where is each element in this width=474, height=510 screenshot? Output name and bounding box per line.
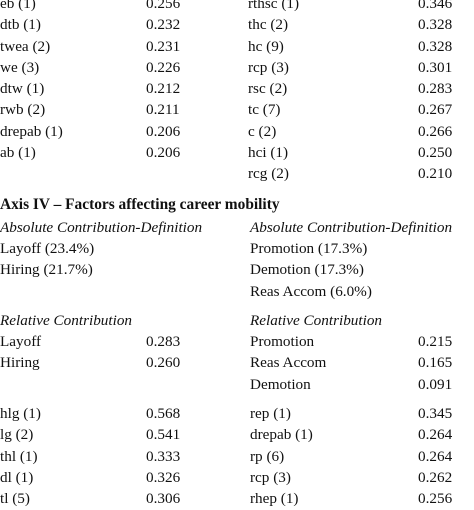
relative-contribution-heading-right: Relative Contribution: [250, 311, 383, 329]
table-row: hlg (1) 0.568 rep (1) 0.345: [0, 403, 474, 424]
right-factor-label: rp (6): [250, 447, 285, 465]
right-factor-value: 0.256: [418, 490, 453, 508]
left-factor-label: drepab (1): [0, 122, 63, 140]
table-row: dtb (1) 0.232 thc (2) 0.328: [0, 14, 474, 35]
left-factor-value: 0.333: [146, 447, 181, 465]
right-relative-value: 0.091: [418, 375, 453, 393]
table-row: rwb (2) 0.211 tc (7) 0.267: [0, 99, 474, 120]
right-factor-value: 0.250: [418, 144, 453, 162]
right-factor-value: 0.264: [418, 426, 453, 444]
axis-title: Axis IV – Factors affecting career mobil…: [0, 195, 280, 213]
left-relative-value: 0.283: [146, 333, 181, 351]
right-factor-label: rsc (2): [248, 80, 288, 98]
table-row: Layoff 0.283 Promotion 0.215: [0, 331, 474, 352]
right-factor-value: 0.267: [418, 101, 453, 119]
left-factor-value: 0.206: [146, 144, 181, 162]
table-row: Layoff (23.4%) Promotion (17.3%): [0, 238, 474, 259]
left-factor-value: 0.256: [146, 0, 181, 12]
left-factor-value: 0.568: [146, 405, 181, 423]
left-factor-label: rwb (2): [0, 101, 46, 119]
right-definition-label: Demotion (17.3%): [250, 261, 364, 279]
table-row: rcg (2) 0.210: [0, 163, 474, 184]
left-factor-value: 0.541: [146, 426, 181, 444]
table-row: ab (1) 0.206 hci (1) 0.250: [0, 142, 474, 163]
table-row: dl (1) 0.326 rcp (3) 0.262: [0, 467, 474, 488]
right-factor-value: 0.266: [418, 122, 453, 140]
left-factor-label: ab (1): [0, 144, 36, 162]
left-definition-label: Layoff (23.4%): [0, 239, 95, 257]
left-factor-value: 0.231: [146, 37, 181, 55]
table-row: dtw (1) 0.212 rsc (2) 0.283: [0, 78, 474, 99]
left-definition-label: Hiring (21.7%): [0, 261, 93, 279]
right-factor-label: rcp (3): [250, 468, 291, 486]
left-factor-value: 0.226: [146, 58, 181, 76]
right-factor-value: 0.210: [418, 165, 453, 183]
left-factor-label: we (3): [0, 58, 40, 76]
left-factor-label: tl (5): [0, 490, 30, 508]
table-row: eb (1) 0.256 rthsc (1) 0.346: [0, 0, 474, 14]
table-row: Demotion 0.091: [0, 374, 474, 395]
right-relative-label: Reas Accom: [250, 354, 327, 372]
right-factor-value: 0.264: [418, 447, 453, 465]
right-factor-value: 0.283: [418, 80, 453, 98]
left-factor-label: lg (2): [0, 426, 34, 444]
left-factor-value: 0.232: [146, 16, 181, 34]
left-factor-value: 0.326: [146, 468, 181, 486]
absolute-contribution-heading-right: Absolute Contribution-Definition: [250, 218, 453, 236]
right-factor-value: 0.328: [418, 16, 453, 34]
right-factor-label: rcp (3): [248, 58, 289, 76]
table-row: drepab (1) 0.206 c (2) 0.266: [0, 121, 474, 142]
left-factor-label: thl (1): [0, 447, 38, 465]
right-factor-label: rthsc (1): [248, 0, 300, 12]
right-factor-value: 0.262: [418, 468, 453, 486]
left-relative-label: Layoff: [0, 333, 42, 351]
right-factor-value: 0.328: [418, 37, 453, 55]
right-factor-label: drepab (1): [250, 426, 313, 444]
right-factor-label: rcg (2): [248, 165, 289, 183]
left-factor-label: twea (2): [0, 37, 51, 55]
table-row: we (3) 0.226 rcp (3) 0.301: [0, 57, 474, 78]
left-relative-label: Hiring: [0, 354, 40, 372]
right-relative-label: Promotion: [250, 333, 315, 351]
section-heading-row: Absolute Contribution-Definition Absolut…: [0, 217, 474, 238]
right-factor-label: c (2): [248, 122, 277, 140]
left-factor-label: dl (1): [0, 468, 34, 486]
left-factor-value: 0.211: [146, 101, 180, 119]
table-row: tl (5) 0.306 rhep (1) 0.256: [0, 488, 474, 509]
left-factor-label: hlg (1): [0, 405, 41, 423]
table-row: twea (2) 0.231 hc (9) 0.328: [0, 36, 474, 57]
right-factor-label: thc (2): [248, 16, 289, 34]
left-factor-label: eb (1): [0, 0, 36, 12]
table-row: Hiring (21.7%) Demotion (17.3%): [0, 259, 474, 280]
right-factor-label: hc (9): [248, 37, 284, 55]
right-definition-label: Promotion (17.3%): [250, 239, 368, 257]
table-row: Hiring 0.260 Reas Accom 0.165: [0, 352, 474, 373]
left-relative-value: 0.260: [146, 354, 181, 372]
right-definition-label: Reas Accom (6.0%): [250, 282, 372, 300]
right-relative-value: 0.165: [418, 354, 453, 372]
right-factor-value: 0.301: [418, 58, 453, 76]
relative-contribution-heading-left: Relative Contribution: [0, 311, 133, 329]
right-relative-value: 0.215: [418, 333, 453, 351]
table-row: Reas Accom (6.0%): [0, 281, 474, 302]
right-factor-label: rep (1): [250, 405, 291, 423]
left-factor-value: 0.306: [146, 490, 181, 508]
right-relative-label: Demotion: [250, 375, 311, 393]
left-factor-value: 0.212: [146, 80, 181, 98]
absolute-contribution-heading-left: Absolute Contribution-Definition: [0, 218, 203, 236]
section-heading-row: Relative Contribution Relative Contribut…: [0, 310, 474, 331]
table-row: lg (2) 0.541 drepab (1) 0.264: [0, 424, 474, 445]
left-factor-value: 0.206: [146, 122, 181, 140]
right-factor-value: 0.346: [418, 0, 453, 12]
right-factor-value: 0.345: [418, 405, 453, 423]
right-factor-label: rhep (1): [250, 490, 299, 508]
left-factor-label: dtb (1): [0, 16, 41, 34]
right-factor-label: hci (1): [248, 144, 289, 162]
left-factor-label: dtw (1): [0, 80, 45, 98]
right-factor-label: tc (7): [248, 101, 281, 119]
table-row: thl (1) 0.333 rp (6) 0.264: [0, 446, 474, 467]
